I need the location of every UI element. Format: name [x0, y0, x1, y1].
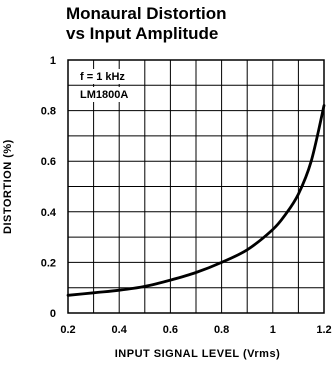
y-tick-label: 0.4 [41, 207, 57, 219]
x-tick-label: 1 [270, 324, 276, 336]
chart-annotation: f = 1 kHz [80, 71, 125, 83]
chart-title-line-2: vs Input Amplitude [66, 24, 219, 43]
chart-title-line-1: Monaural Distortion [66, 4, 227, 23]
x-tick-label: 0.2 [60, 324, 75, 336]
annotation-background [77, 87, 143, 102]
plot-frame [67, 59, 325, 314]
x-tick-label: 0.8 [214, 324, 229, 336]
x-axis-label: INPUT SIGNAL LEVEL (Vrms) [114, 348, 281, 360]
y-tick-label: 0.6 [41, 156, 56, 168]
y-tick-label: 0.2 [41, 257, 56, 269]
distortion-curve [66, 104, 326, 297]
chart-annotation: LM1800A [80, 89, 128, 101]
y-tick-label: 0.8 [41, 106, 56, 118]
x-axis-ticks: 0.2 0.4 0.6 0.8 1 1.2 [60, 324, 331, 336]
chart-annotations: f = 1 kHz LM1800A [77, 69, 143, 102]
x-tick-label: 0.4 [112, 324, 128, 336]
chart-grid [68, 60, 324, 313]
y-axis-ticks: 0 0.2 0.4 0.6 0.8 1 [41, 55, 57, 320]
y-tick-label: 1 [50, 55, 56, 67]
chart-title: Monaural Distortion vs Input Amplitude [66, 4, 333, 44]
x-tick-label: 0.6 [163, 324, 178, 336]
annotation-background [77, 69, 143, 84]
x-tick-label: 1.2 [316, 324, 331, 336]
y-tick-label: 0 [50, 308, 56, 320]
